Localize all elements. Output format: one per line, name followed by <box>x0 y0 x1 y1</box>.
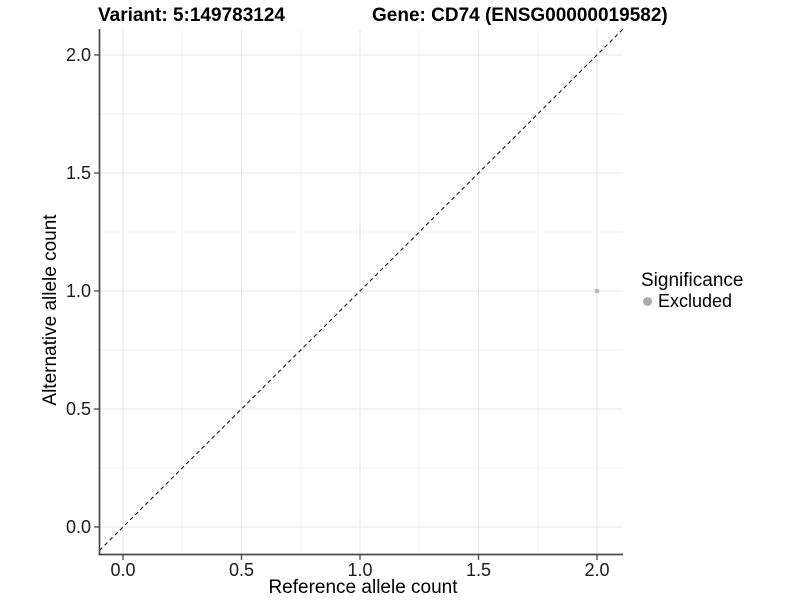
legend-entry-label: Excluded <box>658 290 733 311</box>
y-tick-label: 1.5 <box>65 163 91 183</box>
y-tick-label: 0.5 <box>65 399 91 419</box>
y-tick-label: 0.0 <box>65 517 91 537</box>
x-axis-title: Reference allele count <box>268 577 458 598</box>
x-tick-label: 2.0 <box>584 560 610 580</box>
legend: Significance Excluded <box>641 270 743 311</box>
legend-entry: Excluded <box>641 291 743 311</box>
y-tick-label: 2.0 <box>65 45 91 65</box>
x-tick-label: 1.5 <box>465 560 492 580</box>
y-axis-title: Alternative allele count <box>40 214 61 406</box>
x-tick-label: 1.0 <box>347 560 373 580</box>
legend-key-point-icon <box>643 296 652 306</box>
plot-title-gene: Gene: CD74 (ENSG00000019582) <box>372 5 668 26</box>
legend-entries: Excluded <box>641 291 743 311</box>
identity-dashed-line <box>99 28 624 551</box>
y-tick-label: 1.0 <box>65 281 91 301</box>
legend-title: Significance <box>641 270 744 291</box>
plot-title-variant: Variant: 5:149783124 <box>98 5 285 26</box>
x-tick-label: 0.5 <box>228 560 255 580</box>
data-point <box>594 288 600 294</box>
x-tick-label: 0.0 <box>110 560 136 580</box>
